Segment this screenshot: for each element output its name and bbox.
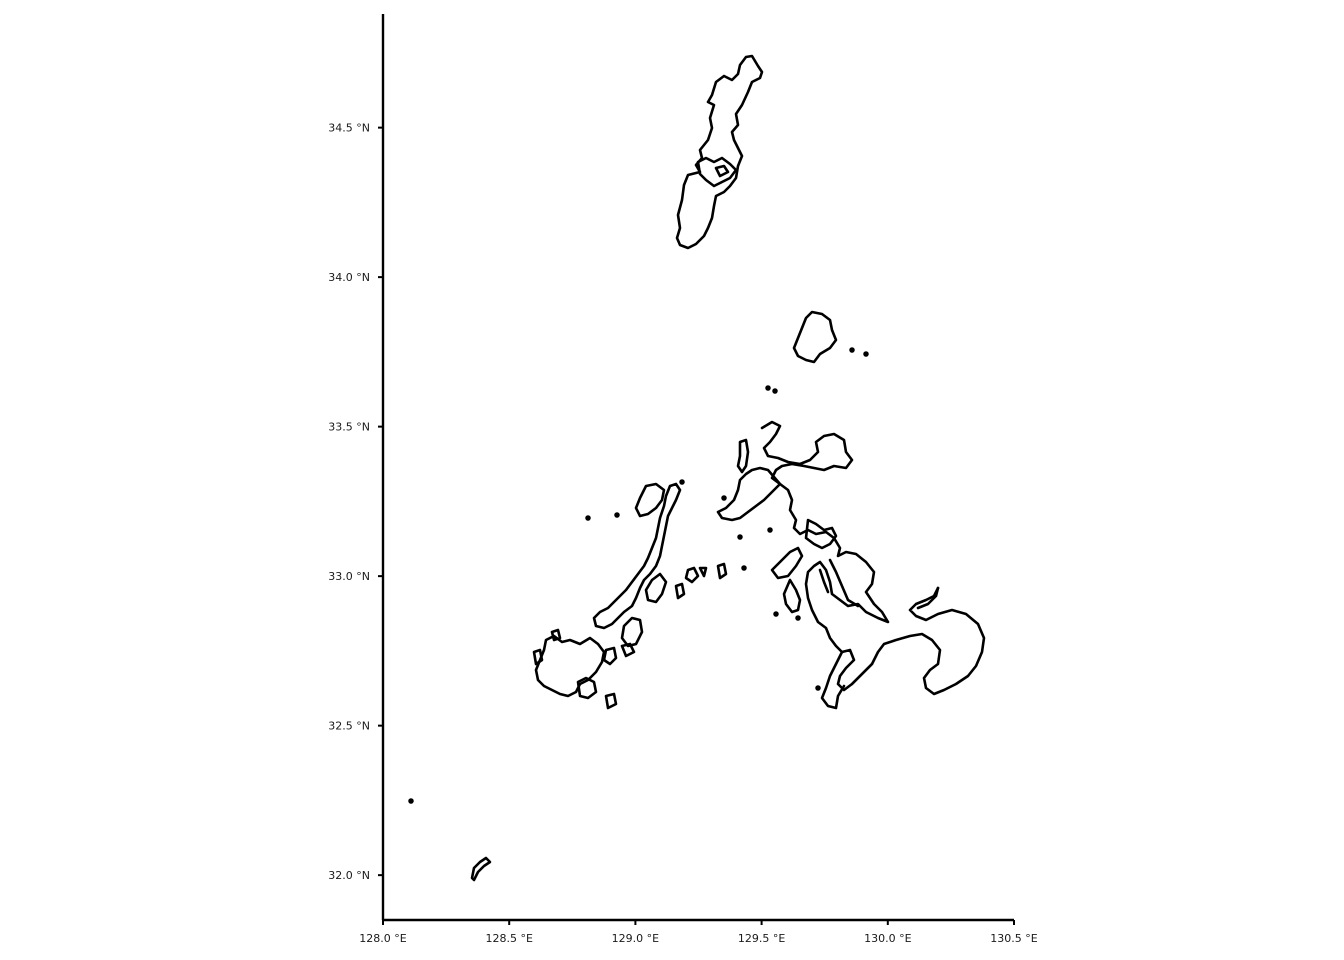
x-tick-label: 128.5 °E <box>485 932 532 945</box>
islet <box>795 615 801 621</box>
islet <box>721 495 727 501</box>
tsushima-bay-detail <box>696 156 738 188</box>
hirado-island <box>736 438 750 474</box>
map-features <box>408 54 986 882</box>
y-tick-label: 34.5 °N <box>328 122 370 135</box>
islet <box>815 685 821 691</box>
axes: 128.0 °E 128.5 °E 129.0 °E 129.5 °E 130.0 °E… <box>328 14 1038 945</box>
goto-islet <box>620 642 636 658</box>
nishisonogi-peninsula <box>782 578 802 614</box>
goto-islet <box>674 582 686 600</box>
amakusa-outline <box>916 586 940 610</box>
goto-islet <box>532 648 544 666</box>
omura-inner <box>770 546 804 580</box>
fukue-island <box>534 634 606 698</box>
y-tick-label: 33.5 °N <box>328 421 370 434</box>
iki-islet <box>849 347 855 353</box>
y-tick-label: 32.0 °N <box>328 869 370 882</box>
iki-island <box>792 310 838 364</box>
islet <box>773 611 779 617</box>
islet <box>585 515 591 521</box>
y-tick-label: 32.5 °N <box>328 720 370 733</box>
goto-wakamatsu <box>634 482 666 518</box>
goto-islet <box>684 566 700 584</box>
x-tick-label: 130.5 °E <box>990 932 1037 945</box>
x-tick-label: 129.0 °E <box>612 932 659 945</box>
tsushima-island <box>675 54 764 250</box>
islet <box>765 385 771 391</box>
nagasaki-peninsula <box>820 650 846 710</box>
omura-bay-east <box>828 558 860 608</box>
x-tick-label: 130.0 °E <box>864 932 911 945</box>
sasebo-coast <box>716 466 782 522</box>
shimabara-north <box>850 662 874 686</box>
islet <box>772 388 778 394</box>
goto-islet <box>698 566 708 578</box>
goto-hisaka <box>644 572 668 604</box>
y-tick-label: 34.0 °N <box>328 271 370 284</box>
islet <box>737 534 743 540</box>
kitamatsuura-coast <box>760 420 986 696</box>
islet <box>741 565 747 571</box>
islet <box>679 479 685 485</box>
islet <box>767 527 773 533</box>
central-coast-detail <box>804 518 838 550</box>
y-tick-label: 33.0 °N <box>328 570 370 583</box>
goto-islet <box>602 646 618 666</box>
tsushima-inner <box>714 164 730 178</box>
x-tick-label: 129.5 °E <box>738 932 785 945</box>
goto-naru <box>620 616 644 648</box>
islet <box>408 798 414 804</box>
danjo-islands <box>470 856 492 882</box>
central-coast-detail <box>818 568 830 594</box>
goto-islet <box>604 692 618 710</box>
islet <box>614 512 620 518</box>
iki-islet <box>863 351 869 357</box>
fukue-southeast <box>576 676 598 700</box>
x-tick-label: 128.0 °E <box>359 932 406 945</box>
goto-nakadori <box>592 482 682 630</box>
goto-islet <box>550 628 562 642</box>
goto-islet <box>716 562 728 580</box>
